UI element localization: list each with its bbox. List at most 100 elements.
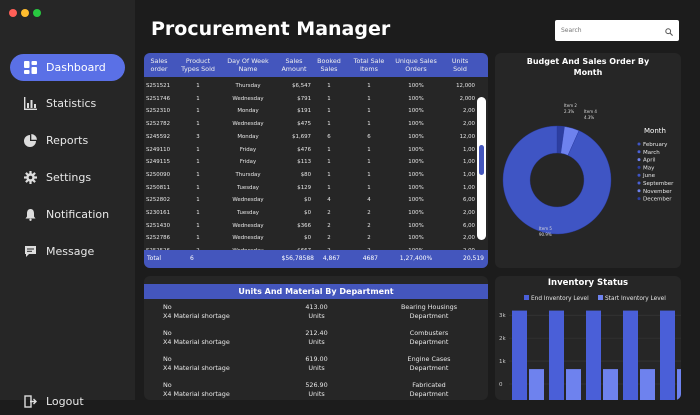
table-cell: Wednesday xyxy=(232,197,264,204)
col-total-sale-items[interactable]: Total Sale Items xyxy=(353,57,385,73)
col-sales-amount[interactable]: Sales Amount xyxy=(281,57,307,73)
y-tick-label-1: 2k xyxy=(499,336,506,342)
inventory-legend-label-0: End Inventory Level xyxy=(531,296,589,302)
nav-item-logout[interactable]: Logout xyxy=(10,388,125,415)
inventory-bar-1-1[interactable] xyxy=(566,369,581,400)
table-cell: S251521 xyxy=(146,83,170,89)
unit-department-dept2: Department xyxy=(409,363,449,372)
legend-swatch xyxy=(637,197,641,201)
unit-reason-flag: No xyxy=(163,381,172,389)
nav-item-dashboard[interactable]: Dashboard xyxy=(10,54,125,81)
nav-item-message[interactable]: Message xyxy=(10,238,125,265)
nav-item-settings[interactable]: Settings xyxy=(10,164,125,191)
table-cell: 4 xyxy=(327,197,331,204)
table-row[interactable]: S252786 1 Wednesday $0 2 2 100% 2,00 xyxy=(144,232,488,245)
inventory-legend-swatch-1 xyxy=(598,295,603,300)
table-cell: Monday xyxy=(237,133,259,140)
unit-reason: No X4 Material shortage xyxy=(163,329,263,346)
col-product-types-sold[interactable]: Product Types Sold xyxy=(181,57,215,73)
legend-month-1: March xyxy=(643,150,660,156)
unit-amount-unit: Units xyxy=(308,311,325,320)
table-cell: $791 xyxy=(297,95,311,102)
table-row[interactable]: S251521 1 Thursday $6,547 1 1 100% 12,000 xyxy=(144,80,488,93)
table-row[interactable]: S251746 1 Wednesday $791 1 1 100% 2,000 xyxy=(144,93,488,106)
table-cell: Thursday xyxy=(235,83,261,89)
y-tick-label-3: 0 xyxy=(499,382,503,388)
inventory-bar-0-0[interactable] xyxy=(512,310,527,400)
inventory-bar-1-0[interactable] xyxy=(529,369,544,400)
y-tick-label-2: 1k xyxy=(499,359,506,365)
table-scrollbar-thumb[interactable] xyxy=(479,145,484,175)
table-cell: $0 xyxy=(304,235,311,242)
inventory-bar-1-3[interactable] xyxy=(640,369,655,400)
table-row[interactable]: S252310 1 Monday $191 1 1 100% 2,00 xyxy=(144,105,488,118)
close-window-dot[interactable] xyxy=(9,9,17,17)
unit-amount-amount: 619.00 xyxy=(305,355,328,363)
inventory-bar-1-4[interactable] xyxy=(677,369,681,400)
search-input[interactable] xyxy=(561,27,651,34)
nav-item-notification[interactable]: Notification xyxy=(10,201,125,228)
unit-amount: 526.90 Units xyxy=(294,381,339,398)
table-cell: 12,000 xyxy=(456,83,475,89)
table-row[interactable]: S250811 1 Tuesday $129 1 1 100% 1,00 xyxy=(144,182,488,195)
maximize-window-dot[interactable] xyxy=(33,9,41,17)
sidebar: Dashboard Statistics Reports Settings No… xyxy=(0,0,135,408)
legend-swatch xyxy=(637,181,641,185)
minimize-window-dot[interactable] xyxy=(21,9,29,17)
nav-item-reports[interactable]: Reports xyxy=(10,127,125,154)
table-cell: 2 xyxy=(327,235,331,242)
table-scrollbar[interactable] xyxy=(477,97,486,240)
table-cell: 100% xyxy=(408,83,424,89)
table-row[interactable]: S245592 3 Monday $1,697 6 6 100% 12,00 xyxy=(144,131,488,144)
table-cell: S252782 xyxy=(146,121,170,128)
slice-label-item4-name: Item 4 xyxy=(584,109,597,114)
table-cell: $6,547 xyxy=(292,83,311,89)
table-cell: 100% xyxy=(408,133,424,140)
table-cell: 6 xyxy=(327,133,331,140)
table-cell: 1 xyxy=(196,184,200,191)
table-row[interactable]: S252802 1 Wednesday $0 4 4 100% 6,00 xyxy=(144,194,488,207)
inventory-bar-0-3[interactable] xyxy=(623,310,638,400)
table-cell: 1 xyxy=(327,83,331,89)
col-units-sold[interactable]: Units Sold xyxy=(451,57,469,73)
total-label: Total xyxy=(147,255,162,262)
table-row[interactable]: S249110 1 Friday $476 1 1 100% 1,00 xyxy=(144,144,488,157)
table-row[interactable]: S249115 1 Friday $113 1 1 100% 1,00 xyxy=(144,156,488,169)
table-cell: $366 xyxy=(297,222,311,229)
legend-month-6: November xyxy=(643,189,672,195)
donut-slice-2[interactable] xyxy=(502,125,612,235)
table-cell: 1 xyxy=(367,184,371,191)
inventory-legend-swatch-0 xyxy=(524,295,529,300)
table-cell: Tuesday xyxy=(237,184,259,191)
table-cell: 1,00 xyxy=(462,146,475,153)
nav-item-statistics[interactable]: Statistics xyxy=(10,90,125,117)
legend-swatch xyxy=(637,158,641,162)
search-box[interactable] xyxy=(555,20,679,41)
table-cell: 1 xyxy=(367,95,371,102)
table-cell: Wednesday xyxy=(232,95,264,102)
col-day-of-week[interactable]: Day Of Week Name xyxy=(227,57,269,73)
table-cell: Wednesday xyxy=(232,121,264,128)
table-row[interactable]: S230161 1 Tuesday $0 2 2 100% 2,00 xyxy=(144,207,488,220)
message-icon xyxy=(23,245,37,259)
nav-label-notification: Notification xyxy=(46,208,110,221)
table-row[interactable]: S251430 1 Wednesday $366 2 2 100% 6,00 xyxy=(144,220,488,233)
col-unique-sales-orders[interactable]: Unique Sales Orders xyxy=(395,57,437,73)
search-icon[interactable] xyxy=(665,21,673,40)
sales-total-row: Total 6 $56,78588 4,867 4687 1,27,400% 2… xyxy=(144,250,488,268)
table-cell: $475 xyxy=(297,121,311,128)
table-cell: 1 xyxy=(196,171,200,178)
unit-department: Combusters Department xyxy=(384,329,474,346)
unit-department: Fabricated Department xyxy=(384,381,474,398)
inventory-bar-0-2[interactable] xyxy=(586,310,601,400)
inventory-bar-0-4[interactable] xyxy=(660,310,675,400)
col-sales-order[interactable]: Sales order xyxy=(150,57,168,73)
table-row[interactable]: S250090 1 Thursday $80 1 1 100% 1,00 xyxy=(144,169,488,182)
table-cell: S245592 xyxy=(146,133,170,140)
col-booked-sales[interactable]: Booked Sales xyxy=(317,57,341,73)
table-row[interactable]: S252782 1 Wednesday $475 1 1 100% 2,00 xyxy=(144,118,488,131)
inventory-bar-0-1[interactable] xyxy=(549,310,564,400)
inventory-bar-1-2[interactable] xyxy=(603,369,618,400)
table-cell: 1 xyxy=(367,159,371,166)
table-cell: 4 xyxy=(367,197,371,204)
